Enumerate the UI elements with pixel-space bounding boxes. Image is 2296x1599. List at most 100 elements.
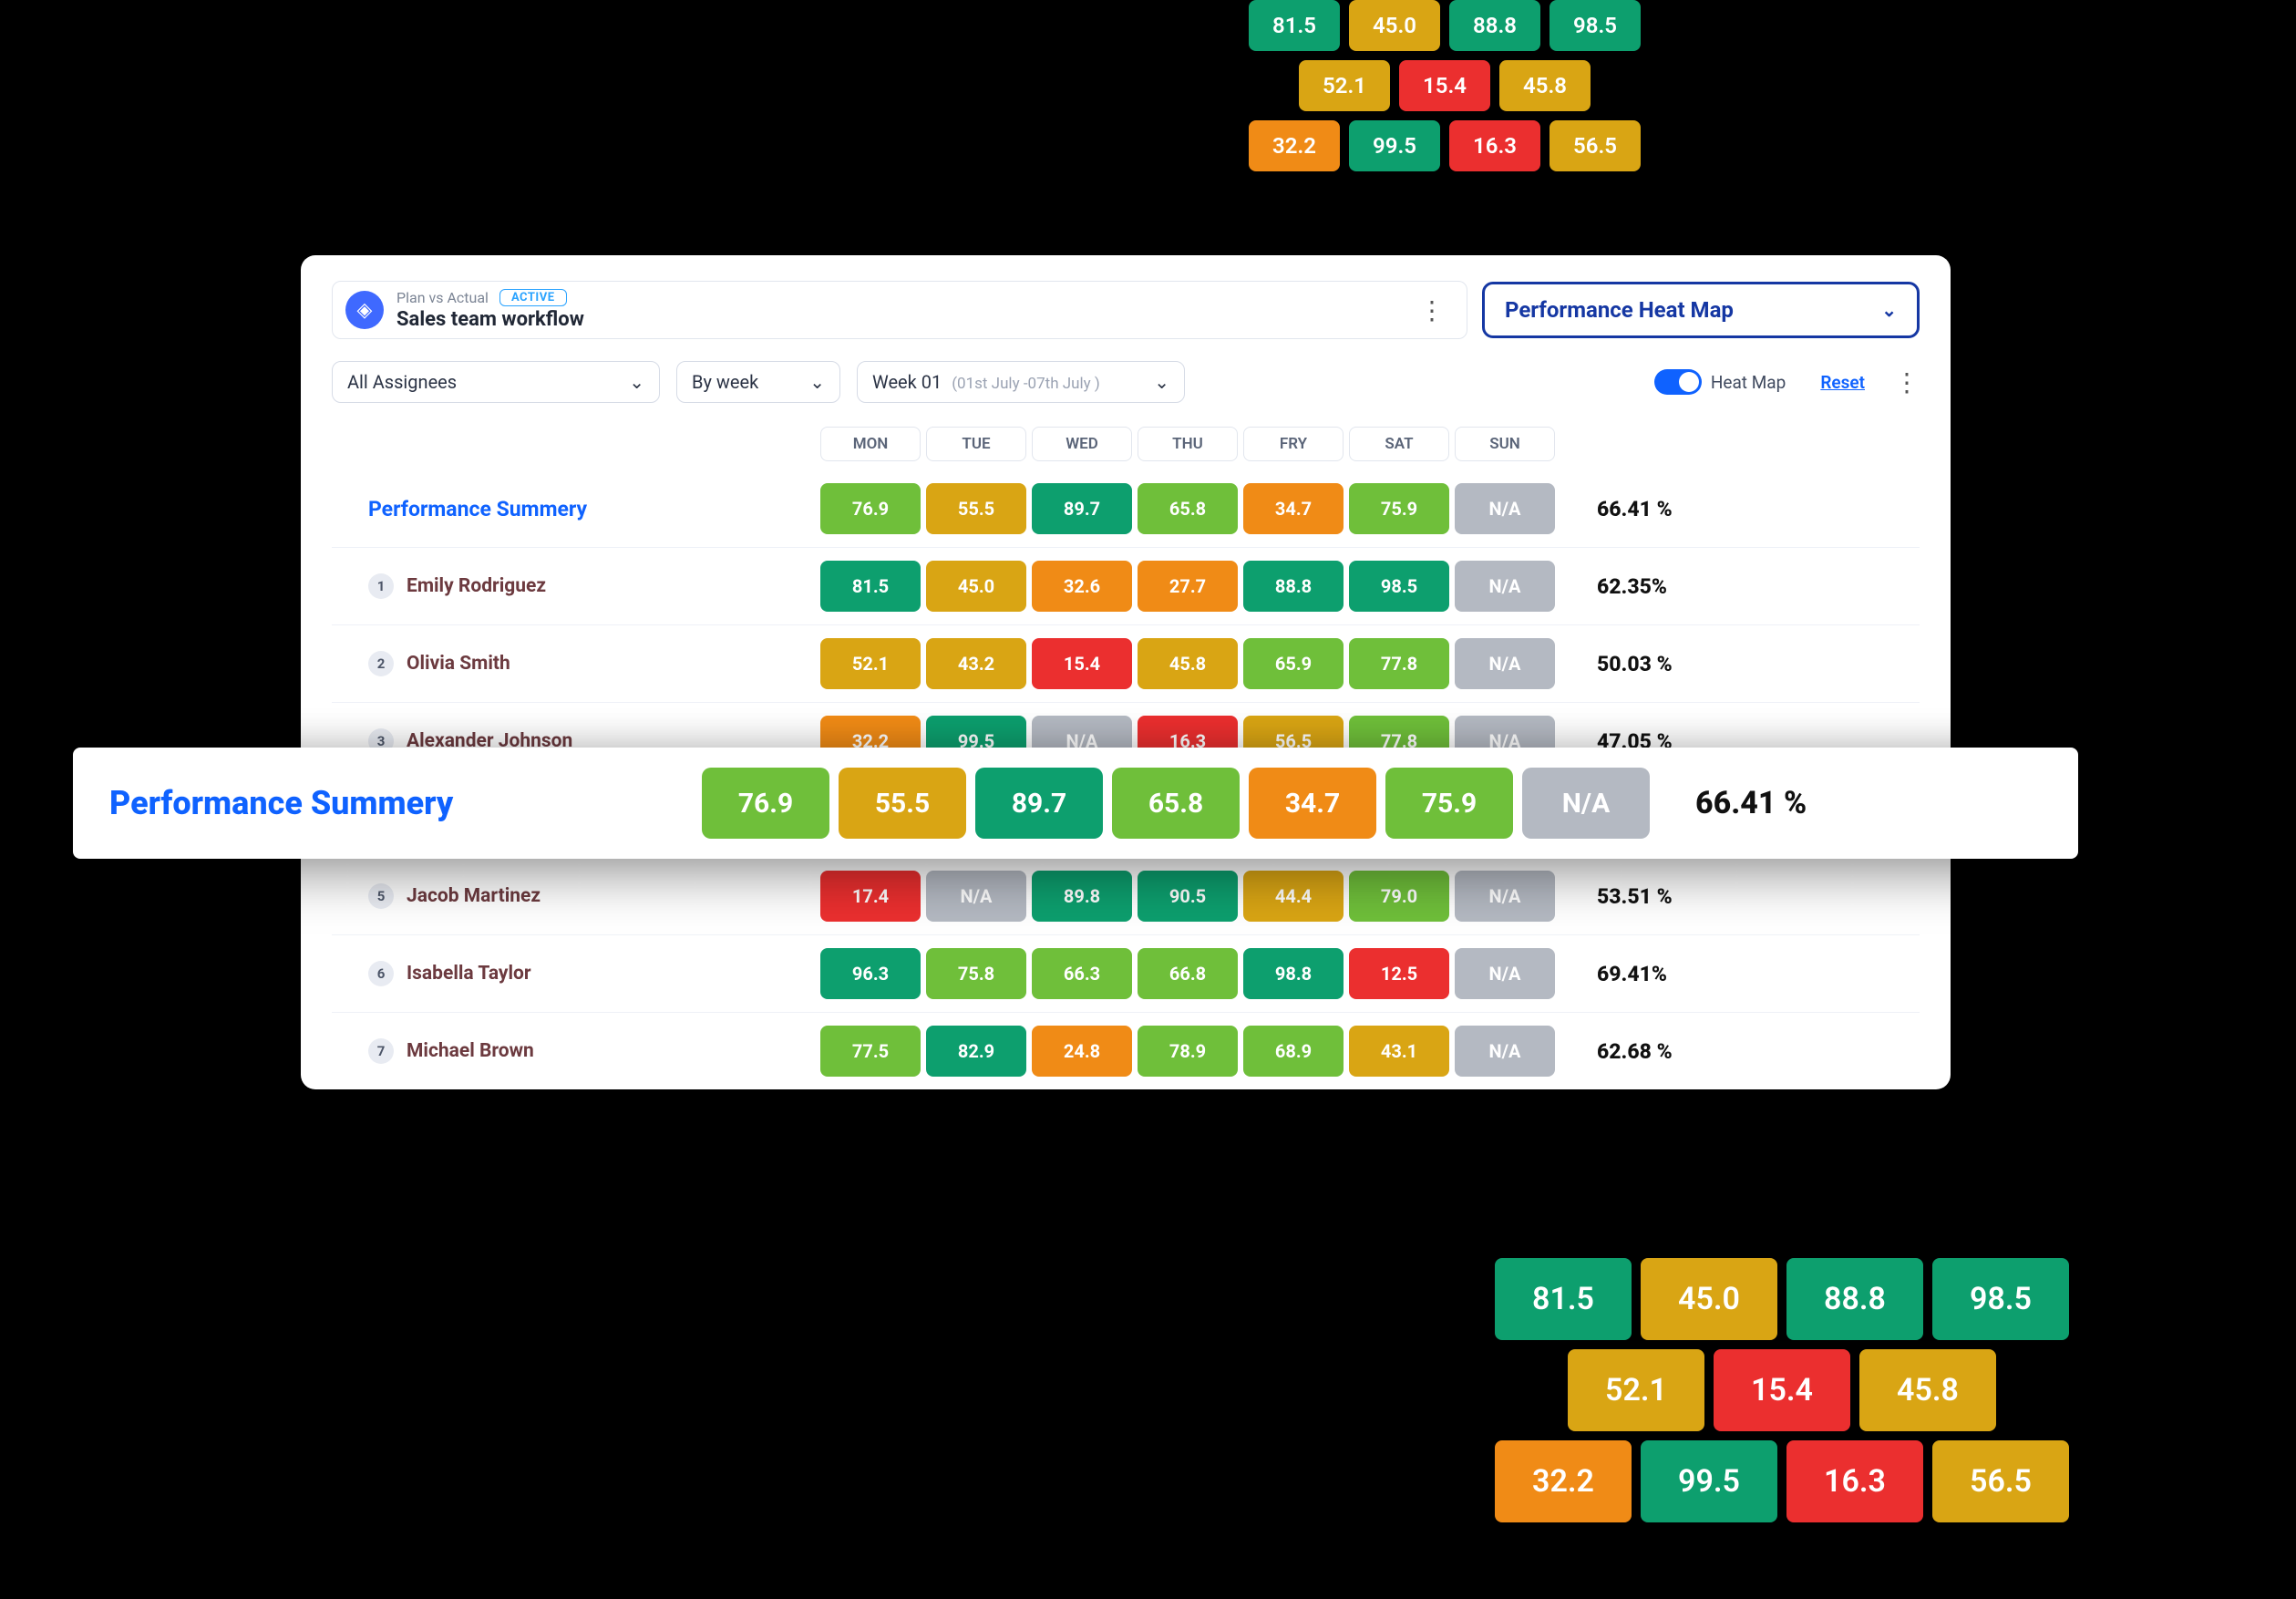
chevron-down-icon: ⌄ (1881, 299, 1897, 321)
overlay-heatmap-cell: 55.5 (839, 768, 966, 839)
floating-cell: 45.0 (1641, 1258, 1777, 1340)
row-total: 62.68 % (1560, 1039, 1920, 1064)
period-select[interactable]: By week ⌄ (676, 361, 840, 403)
table-row: 5Jacob Martinez17.4N/A89.890.544.479.0N/… (332, 857, 1920, 934)
chevron-down-icon: ⌄ (809, 371, 825, 393)
floating-cell: 56.5 (1932, 1440, 2069, 1522)
row-rank-badge: 1 (368, 573, 394, 599)
row-label: 2Olivia Smith (332, 651, 815, 676)
plan-vs-actual-label: Plan vs Actual (396, 289, 489, 306)
filter-kebab-menu-icon[interactable]: ⋮ (1894, 367, 1920, 397)
heatmap-cell: 90.5 (1138, 871, 1238, 922)
heatmap-toggle[interactable] (1654, 369, 1702, 395)
workflow-kebab-menu-icon[interactable]: ⋮ (1410, 295, 1454, 325)
assignee-name: Emily Rodriguez (407, 575, 546, 597)
row-rank-badge: 6 (368, 961, 394, 986)
heatmap-cell: 45.8 (1138, 638, 1238, 689)
floating-cell: 81.5 (1495, 1258, 1632, 1340)
floating-cell: 56.5 (1550, 120, 1641, 171)
heatmap-cell: 34.7 (1243, 483, 1344, 534)
heatmap-cell: N/A (1455, 561, 1555, 612)
heatmap-cell: N/A (1455, 638, 1555, 689)
summary-row-name: Performance Summery (368, 497, 587, 521)
assignee-name: Jacob Martinez (407, 885, 541, 907)
overlay-heatmap-cell: 89.7 (975, 768, 1103, 839)
table-row: 1Emily Rodriguez81.545.032.627.788.898.5… (332, 547, 1920, 624)
row-label: 5 Jacob Martinez (332, 883, 815, 909)
heatmap-cell: 88.8 (1243, 561, 1344, 612)
heatmap-cell: 24.8 (1032, 1026, 1132, 1077)
floating-cell: 99.5 (1349, 120, 1440, 171)
heatmap-cell: 78.9 (1138, 1026, 1238, 1077)
heatmap-cell: 15.4 (1032, 638, 1132, 689)
chevron-down-icon: ⌄ (629, 371, 644, 393)
heatmap-cell: 81.5 (820, 561, 921, 612)
heatmap-toggle-label: Heat Map (1711, 372, 1786, 393)
heatmap-cell: 89.8 (1032, 871, 1132, 922)
assignees-select[interactable]: All Assignees ⌄ (332, 361, 660, 403)
heatmap-cell: 98.5 (1349, 561, 1449, 612)
chevron-down-icon: ⌄ (1154, 371, 1169, 393)
heatmap-cell: 77.5 (820, 1026, 921, 1077)
status-badge: ACTIVE (499, 289, 567, 306)
row-total: 53.51 % (1560, 884, 1920, 909)
overlay-heatmap-cell: N/A (1522, 768, 1650, 839)
overlay-heatmap-cell: 65.8 (1112, 768, 1240, 839)
row-rank-badge: 5 (368, 883, 394, 909)
heatmap-cell: 52.1 (820, 638, 921, 689)
heatmap-cell: 77.8 (1349, 638, 1449, 689)
day-header: WED (1032, 427, 1132, 461)
heatmap-cell: N/A (1455, 871, 1555, 922)
heatmap-cell: 27.7 (1138, 561, 1238, 612)
reset-link[interactable]: Reset (1820, 372, 1865, 393)
floating-cluster-top: 81.545.088.898.552.115.445.832.299.516.3… (1249, 0, 1641, 171)
day-header: SAT (1349, 427, 1449, 461)
heatmap-cell: 82.9 (926, 1026, 1026, 1077)
heatmap-toggle-wrap: Heat Map (1654, 369, 1786, 395)
workflow-title-card: ◈ Plan vs Actual ACTIVE Sales team workf… (332, 281, 1467, 339)
assignee-name: Michael Brown (407, 1040, 534, 1062)
heatmap-cell: 32.6 (1032, 561, 1132, 612)
floating-cell: 16.3 (1449, 120, 1540, 171)
day-header: FRY (1243, 427, 1344, 461)
performance-view-select[interactable]: Performance Heat Map ⌄ (1482, 282, 1920, 338)
assignees-select-label: All Assignees (347, 371, 457, 393)
heatmap-cell: 96.3 (820, 948, 921, 999)
table-header-row: MONTUEWEDTHUFRYSATSUN (332, 427, 1920, 461)
heatmap-cell: N/A (1455, 483, 1555, 534)
floating-cell: 88.8 (1786, 1258, 1923, 1340)
workflow-title-texts: Plan vs Actual ACTIVE Sales team workflo… (396, 289, 1397, 331)
period-select-label: By week (692, 371, 758, 393)
filter-row: All Assignees ⌄ By week ⌄ Week 01 (01st … (332, 361, 1920, 403)
floating-cell: 52.1 (1299, 60, 1390, 111)
floating-cell: 45.8 (1859, 1349, 1996, 1431)
heatmap-cell: 66.8 (1138, 948, 1238, 999)
row-label: Performance Summery (332, 497, 815, 521)
row-label: 1 Emily Rodriguez (332, 573, 815, 599)
heatmap-cell: 98.8 (1243, 948, 1344, 999)
week-select-label: Week 01 (872, 371, 942, 393)
overlay-total: 66.41 % (1695, 785, 1807, 821)
floating-cell: 15.4 (1714, 1349, 1850, 1431)
assignee-name: Isabella Taylor (407, 963, 531, 985)
row-label: 6 Isabella Taylor (332, 961, 815, 986)
floating-cell: 99.5 (1641, 1440, 1777, 1522)
workflow-logo-icon: ◈ (345, 291, 384, 329)
row-total: 66.41 % (1560, 497, 1920, 521)
floating-cell: 81.5 (1249, 0, 1340, 51)
week-select[interactable]: Week 01 (01st July -07th July ) ⌄ (857, 361, 1185, 403)
row-total: 69.41% (1560, 962, 1920, 986)
day-header: MON (820, 427, 921, 461)
floating-cell: 98.5 (1932, 1258, 2069, 1340)
heatmap-cell: N/A (1455, 1026, 1555, 1077)
performance-panel: ◈ Plan vs Actual ACTIVE Sales team workf… (301, 255, 1951, 1089)
floating-cell: 15.4 (1399, 60, 1490, 111)
heatmap-cell: 12.5 (1349, 948, 1449, 999)
floating-cell: 98.5 (1550, 0, 1641, 51)
day-header: SUN (1455, 427, 1555, 461)
overlay-summary-row: Performance Summery 76.955.589.765.834.7… (73, 748, 2078, 859)
row-total: 62.35% (1560, 574, 1920, 599)
row-label: 7Michael Brown (332, 1038, 815, 1064)
floating-cell: 16.3 (1786, 1440, 1923, 1522)
overlay-summary-title: Performance Summery (109, 784, 693, 822)
